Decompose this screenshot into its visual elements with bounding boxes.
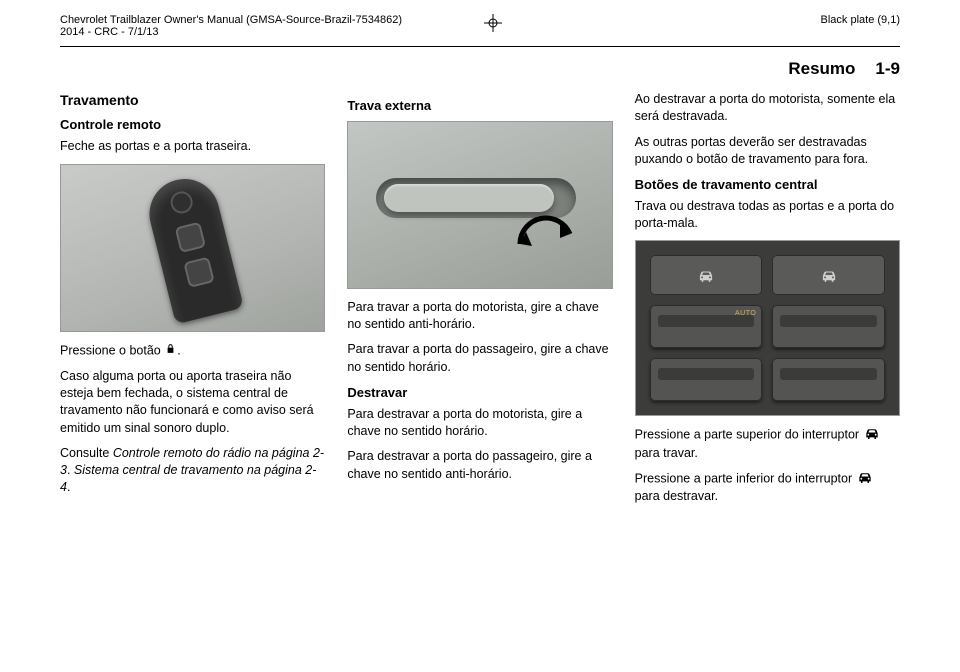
doc-header-left: Chevrolet Trailblazer Owner's Manual (GM… — [60, 14, 402, 38]
text-travar-passageiro: Para travar a porta do passageiro, gire … — [347, 341, 612, 376]
text-pressione-superior: Pressione a parte superior do interrupto… — [635, 426, 900, 462]
doc-title-line2: 2014 - CRC - 7/1/13 — [60, 26, 402, 38]
text-ao-destravar: Ao destravar a porta do motorista, somen… — [635, 91, 900, 126]
heading-botoes-travamento: Botões de travamento central — [635, 176, 900, 194]
text-destravar-motorista: Para destravar a porta do motorista, gir… — [347, 406, 612, 441]
section-name: Resumo — [788, 59, 855, 79]
car-lock-icon — [856, 470, 874, 488]
page-title-row: Resumo 1-9 — [0, 47, 960, 83]
text-as-outras: As outras portas deverão ser destravadas… — [635, 134, 900, 169]
text-caso-porta: Caso alguma porta ou aporta traseira não… — [60, 368, 325, 437]
text-pressione-inferior: Pressione a parte inferior do interrupto… — [635, 470, 900, 506]
heading-controle-remoto: Controle remoto — [60, 116, 325, 134]
panel-window-btn-1: AUTO — [650, 305, 763, 348]
image-keyfob — [60, 164, 325, 332]
door-handle-illustration — [348, 122, 611, 288]
page-number: 1-9 — [875, 59, 900, 79]
text-pressione-post: . — [177, 343, 180, 357]
panel-lock-button — [650, 255, 763, 295]
heading-travamento: Travamento — [60, 91, 325, 110]
text-press-inf-pre: Pressione a parte inferior do interrupto… — [635, 471, 856, 485]
doc-title-line1: Chevrolet Trailblazer Owner's Manual (GM… — [60, 14, 402, 26]
column-3: Ao destravar a porta do motorista, somen… — [635, 91, 900, 513]
content-columns: Travamento Controle remoto Feche as port… — [0, 83, 960, 513]
text-pressione-pre: Pressione o botão — [60, 343, 164, 357]
panel-window-btn-2 — [772, 305, 885, 348]
text-press-sup-post: para travar. — [635, 446, 698, 460]
doc-header: Chevrolet Trailblazer Owner's Manual (GM… — [0, 0, 960, 44]
text-trava-destrava: Trava ou destrava todas as portas e a po… — [635, 198, 900, 233]
black-plate: Black plate (9,1) — [821, 14, 900, 26]
text-consulte: Consulte Controle remoto do rádio na pág… — [60, 445, 325, 497]
column-1: Travamento Controle remoto Feche as port… — [60, 91, 325, 513]
text-press-inf-post: para destravar. — [635, 489, 718, 503]
rotation-arrow-icon — [508, 210, 586, 288]
text-travar-motorista: Para travar a porta do motorista, gire a… — [347, 299, 612, 334]
column-2: Trava externa Para travar a porta do mot… — [347, 91, 612, 513]
text-press-sup-pre: Pressione a parte superior do interrupto… — [635, 428, 863, 442]
text-destravar-passageiro: Para destravar a porta do passageiro, gi… — [347, 448, 612, 483]
text-feche-portas: Feche as portas e a porta traseira. — [60, 138, 325, 155]
panel-unlock-button — [772, 255, 885, 295]
switch-panel-illustration: AUTO — [636, 241, 899, 415]
lock-icon — [164, 342, 177, 360]
heading-trava-externa: Trava externa — [347, 97, 612, 115]
text-pressione-botao: Pressione o botão . — [60, 342, 325, 360]
panel-window-btn-3 — [650, 358, 763, 401]
panel-window-btn-4 — [772, 358, 885, 401]
car-lock-icon — [863, 426, 881, 444]
heading-destravar: Destravar — [347, 384, 612, 402]
keyfob-illustration — [142, 171, 244, 324]
doc-header-right: Black plate (9,1) — [821, 14, 900, 26]
image-door-handle — [347, 121, 612, 289]
image-switch-panel: AUTO — [635, 240, 900, 416]
